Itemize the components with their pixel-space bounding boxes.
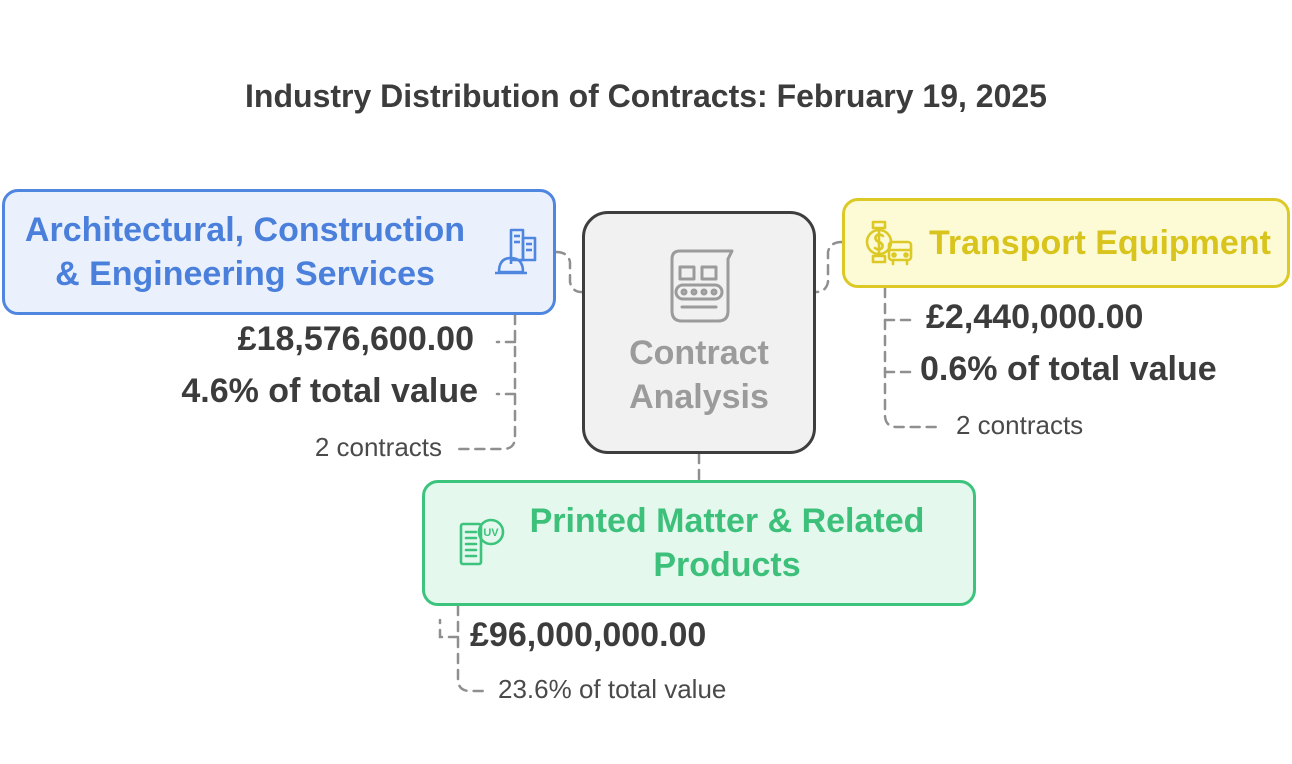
transport-icon [865,220,913,266]
printed-matter-label: Printed Matter & Related Products [529,502,925,584]
transport-value: £2,440,000.00 [926,298,1144,336]
svg-text:UV: UV [483,527,499,539]
diagram-title: Industry Distribution of Contracts: Febr… [245,78,1047,114]
transport-label: Transport Equipment [929,224,1271,262]
architectural-node: Architectural, Construction & Engineerin… [2,189,556,315]
conveyor-icon [670,249,734,322]
transport-node: Transport Equipment [842,198,1290,288]
printed-matter-node: UV Printed Matter & Related Products [422,480,976,606]
contract-analysis-label: Contract Analysis [629,333,769,416]
printed-matter-value: £96,000,000.00 [470,616,707,654]
architectural-label: Architectural, Construction & Engineerin… [24,211,466,293]
architectural-share: 4.6% of total value [181,372,478,410]
transport-contracts: 2 contracts [956,410,1084,440]
printed-matter-icon: UV [459,518,505,566]
contract-analysis-node: Contract Analysis [582,211,816,454]
architectural-contracts: 2 contracts [314,432,442,462]
transport-share: 0.6% of total value [920,350,1217,388]
construction-icon [495,228,537,275]
printed-matter-share: 23.6% of total value [498,674,727,704]
architectural-value: £18,576,600.00 [237,320,474,358]
